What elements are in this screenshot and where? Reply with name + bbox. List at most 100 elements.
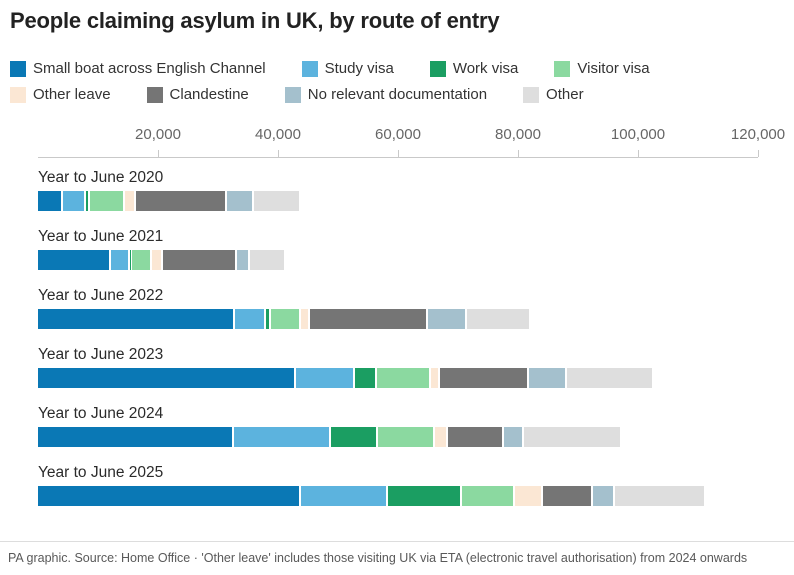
legend-label: Other leave — [33, 86, 111, 103]
bar-row-label: Year to June 2020 — [38, 169, 164, 186]
bar-segment — [38, 486, 299, 506]
legend-label: Small boat across English Channel — [33, 60, 266, 77]
axis-tick-mark — [398, 150, 399, 157]
bar-segment — [236, 250, 248, 270]
bar-row: Year to June 2022 — [38, 287, 758, 329]
legend-swatch-icon — [301, 60, 318, 77]
axis-tick-label: 20,000 — [135, 126, 181, 143]
legend-label: Study visa — [324, 60, 394, 77]
bar-segment — [529, 368, 566, 388]
legend-label: Other — [546, 86, 584, 103]
bar-segment — [38, 368, 295, 388]
bar-segment — [514, 486, 541, 506]
bar-segment — [330, 427, 376, 447]
axis-tick-label: 40,000 — [255, 126, 301, 143]
bar-segment — [503, 427, 523, 447]
bar-segment — [249, 250, 285, 270]
legend-swatch-icon — [429, 60, 446, 77]
bar-segment — [132, 250, 150, 270]
bar-segment — [430, 368, 439, 388]
legend-swatch-icon — [10, 60, 26, 77]
bar-row: Year to June 2025 — [38, 464, 758, 506]
bar-segment — [354, 368, 375, 388]
bar-segment — [151, 250, 162, 270]
bar-row: Year to June 2021 — [38, 228, 758, 270]
bar-segment — [90, 191, 124, 211]
bar-segment — [296, 368, 353, 388]
bar-segment — [38, 250, 109, 270]
bar-segment — [310, 309, 427, 329]
bar-segment — [376, 368, 429, 388]
axis-tick-label: 60,000 — [375, 126, 421, 143]
bar-segment — [129, 250, 131, 270]
axis-tick-mark — [278, 150, 279, 157]
stacked-bar — [38, 250, 758, 270]
bar-segment — [85, 191, 89, 211]
legend-swatch-icon — [523, 86, 540, 103]
legend: Small boat across English Channel Study v… — [10, 60, 784, 103]
bar-segment — [125, 191, 134, 211]
bar-row-label: Year to June 2025 — [38, 464, 164, 481]
stacked-bar — [38, 191, 758, 211]
axis-tick-label: 100,000 — [610, 126, 666, 143]
bar-segment — [271, 309, 299, 329]
bar-segment — [226, 191, 252, 211]
bar-row: Year to June 2020 — [38, 169, 758, 211]
legend-swatch-icon — [284, 86, 301, 103]
legend-item: Visitor visa — [554, 60, 650, 77]
stacked-bar — [38, 309, 758, 329]
bar-segment — [253, 191, 299, 211]
legend-label: No relevant documentation — [307, 86, 488, 103]
stacked-bar — [38, 486, 758, 506]
bar-segment — [440, 368, 528, 388]
bar-row: Year to June 2023 — [38, 346, 758, 388]
bar-segment — [135, 191, 225, 211]
bar-row-label: Year to June 2022 — [38, 287, 164, 304]
bar-segment — [524, 427, 621, 447]
axis-tick-mark — [158, 150, 159, 157]
bar-segment — [233, 427, 329, 447]
bar-row-label: Year to June 2024 — [38, 405, 164, 422]
footer-note: PA graphic. Source: Home Office · 'Other… — [0, 541, 794, 575]
bar-segment — [388, 486, 460, 506]
bar-segment — [301, 486, 387, 506]
legend-swatch-icon — [554, 60, 571, 77]
legend-item: Other — [523, 86, 584, 103]
legend-item: No relevant documentation — [284, 86, 488, 103]
bar-segment — [300, 309, 309, 329]
bar-segment — [567, 368, 652, 388]
axis-tick-mark — [758, 150, 759, 157]
bar-row-label: Year to June 2021 — [38, 228, 164, 245]
axis-tick-label: 80,000 — [495, 126, 541, 143]
bar-segment — [110, 250, 128, 270]
bar-segment — [377, 427, 434, 447]
bar-segment — [448, 427, 502, 447]
legend-label: Work visa — [452, 60, 519, 77]
bar-segment — [542, 486, 591, 506]
chart: 20,000 40,000 60,000 80,000 100,000 120,000 Y… — [38, 126, 785, 523]
bar-segment — [435, 427, 447, 447]
x-axis: 20,000 40,000 60,000 80,000 100,000 120,000 — [38, 126, 785, 158]
legend-item: Study visa — [301, 60, 394, 77]
stacked-bar — [38, 368, 758, 388]
bar-segment — [266, 309, 270, 329]
bar-segment — [63, 191, 84, 211]
bar-segment — [592, 486, 614, 506]
legend-label: Clandestine — [169, 86, 249, 103]
axis-tick-mark — [638, 150, 639, 157]
bar-segment — [163, 250, 235, 270]
legend-item: Work visa — [429, 60, 519, 77]
legend-item: Other leave — [10, 86, 111, 103]
legend-swatch-icon — [146, 86, 163, 103]
bar-segment — [461, 486, 513, 506]
stacked-bar — [38, 427, 758, 447]
legend-item: Clandestine — [146, 86, 249, 103]
axis-tick-mark — [518, 150, 519, 157]
bar-segment — [38, 309, 233, 329]
legend-swatch-icon — [10, 86, 26, 103]
bar-row-label: Year to June 2023 — [38, 346, 164, 363]
bar-segment — [38, 191, 62, 211]
bar-row: Year to June 2024 — [38, 405, 758, 447]
axis-tick-label: 120,000 — [730, 126, 786, 143]
